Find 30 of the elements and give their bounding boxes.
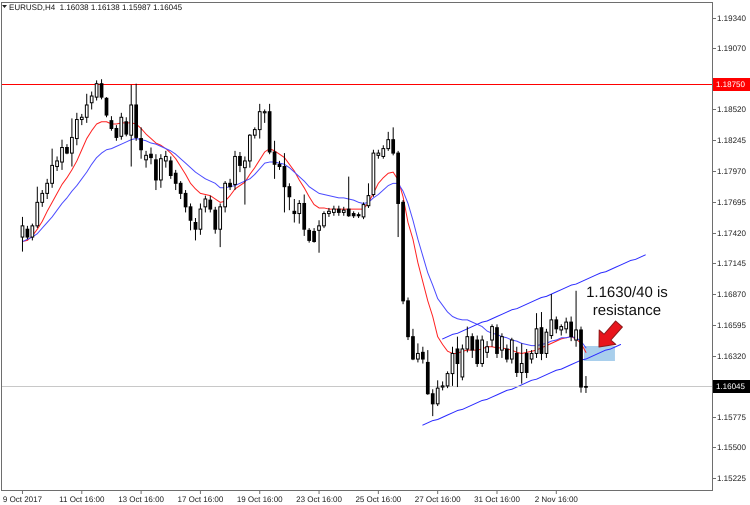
y-tick-label: 1.19070 <box>717 44 746 53</box>
y-tick-label: 1.15500 <box>717 443 746 452</box>
x-tick-label: 17 Oct 16:00 <box>178 495 224 504</box>
y-tick-label: 1.18245 <box>717 136 746 145</box>
y-tick-label: 1.15225 <box>717 474 746 483</box>
y-tick-label: 1.17420 <box>717 229 746 238</box>
y-tick-label: 1.15775 <box>717 413 746 422</box>
x-tick-label: 11 Oct 16:00 <box>59 495 105 504</box>
y-tick-label: 1.16320 <box>717 352 746 361</box>
x-tick-label: 25 Oct 16:00 <box>355 495 402 504</box>
candlestick <box>104 96 108 118</box>
candlestick <box>139 126 143 160</box>
y-tick-label: 1.17145 <box>717 259 746 268</box>
x-tick-label: 19 Oct 16:00 <box>236 495 284 504</box>
x-tick-label: 2 Nov 16:00 <box>534 495 578 504</box>
y-tick-label: 1.17970 <box>717 167 746 176</box>
y-tick-label: 1.19340 <box>717 14 746 23</box>
annotation: 1.1630/40 is resistance <box>586 284 668 319</box>
y-tick-label: 1.16595 <box>717 321 746 330</box>
chart-title: EURUSD,H4 1.16038 1.16138 1.15987 1.16045 <box>9 3 183 12</box>
x-tick-label: 31 Oct 16:00 <box>474 495 520 504</box>
x-tick-label: 27 Oct 16:00 <box>414 495 462 504</box>
ref-line-label: 1.18750 <box>716 80 746 89</box>
y-tick-label: 1.16870 <box>717 290 746 299</box>
x-tick-label: 13 Oct 16:00 <box>118 495 165 504</box>
x-tick-label: 23 Oct 16:00 <box>296 495 342 504</box>
y-tick-label: 1.17695 <box>717 198 746 207</box>
ref-line-label: 1.16045 <box>716 382 746 391</box>
y-tick-label: 1.18520 <box>717 105 746 114</box>
x-tick-label: 9 Oct 2017 <box>2 495 43 504</box>
